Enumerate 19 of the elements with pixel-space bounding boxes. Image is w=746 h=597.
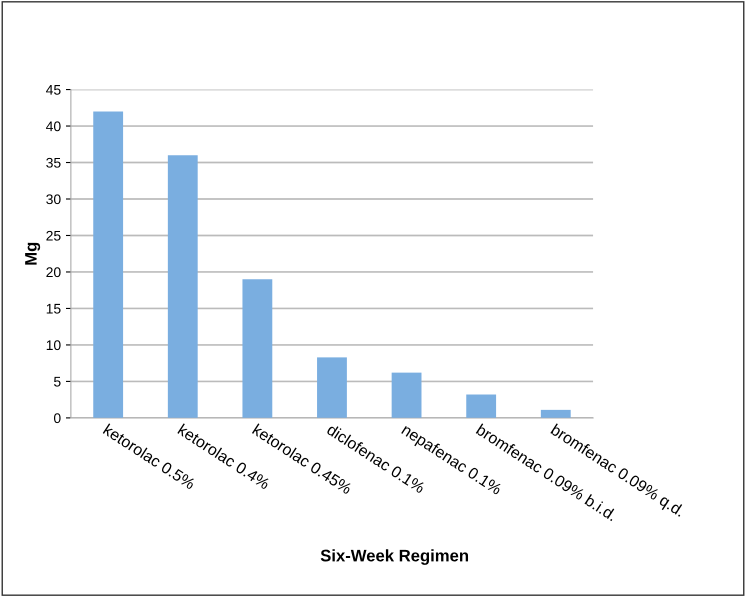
bar [317,357,347,418]
y-tick-label: 35 [46,158,61,168]
x-axis-title: Six-Week Regimen [320,549,468,565]
y-tick-label: 10 [46,340,61,350]
bar [168,155,198,418]
y-tick-label: 25 [46,230,61,241]
bar [466,394,496,418]
bar [392,372,422,418]
y-tick-label: 0 [54,413,61,424]
y-tick-label: 20 [46,267,61,278]
y-tick-label: 5 [54,376,61,387]
y-axis-title: Mg [25,242,40,265]
y-tick-label: 40 [46,121,61,132]
y-tick-label: 15 [46,304,61,314]
bar [242,279,272,418]
y-tick-label: 45 [46,85,61,95]
y-tick-label: 30 [46,194,61,204]
bar [540,410,571,418]
bar [93,111,124,418]
